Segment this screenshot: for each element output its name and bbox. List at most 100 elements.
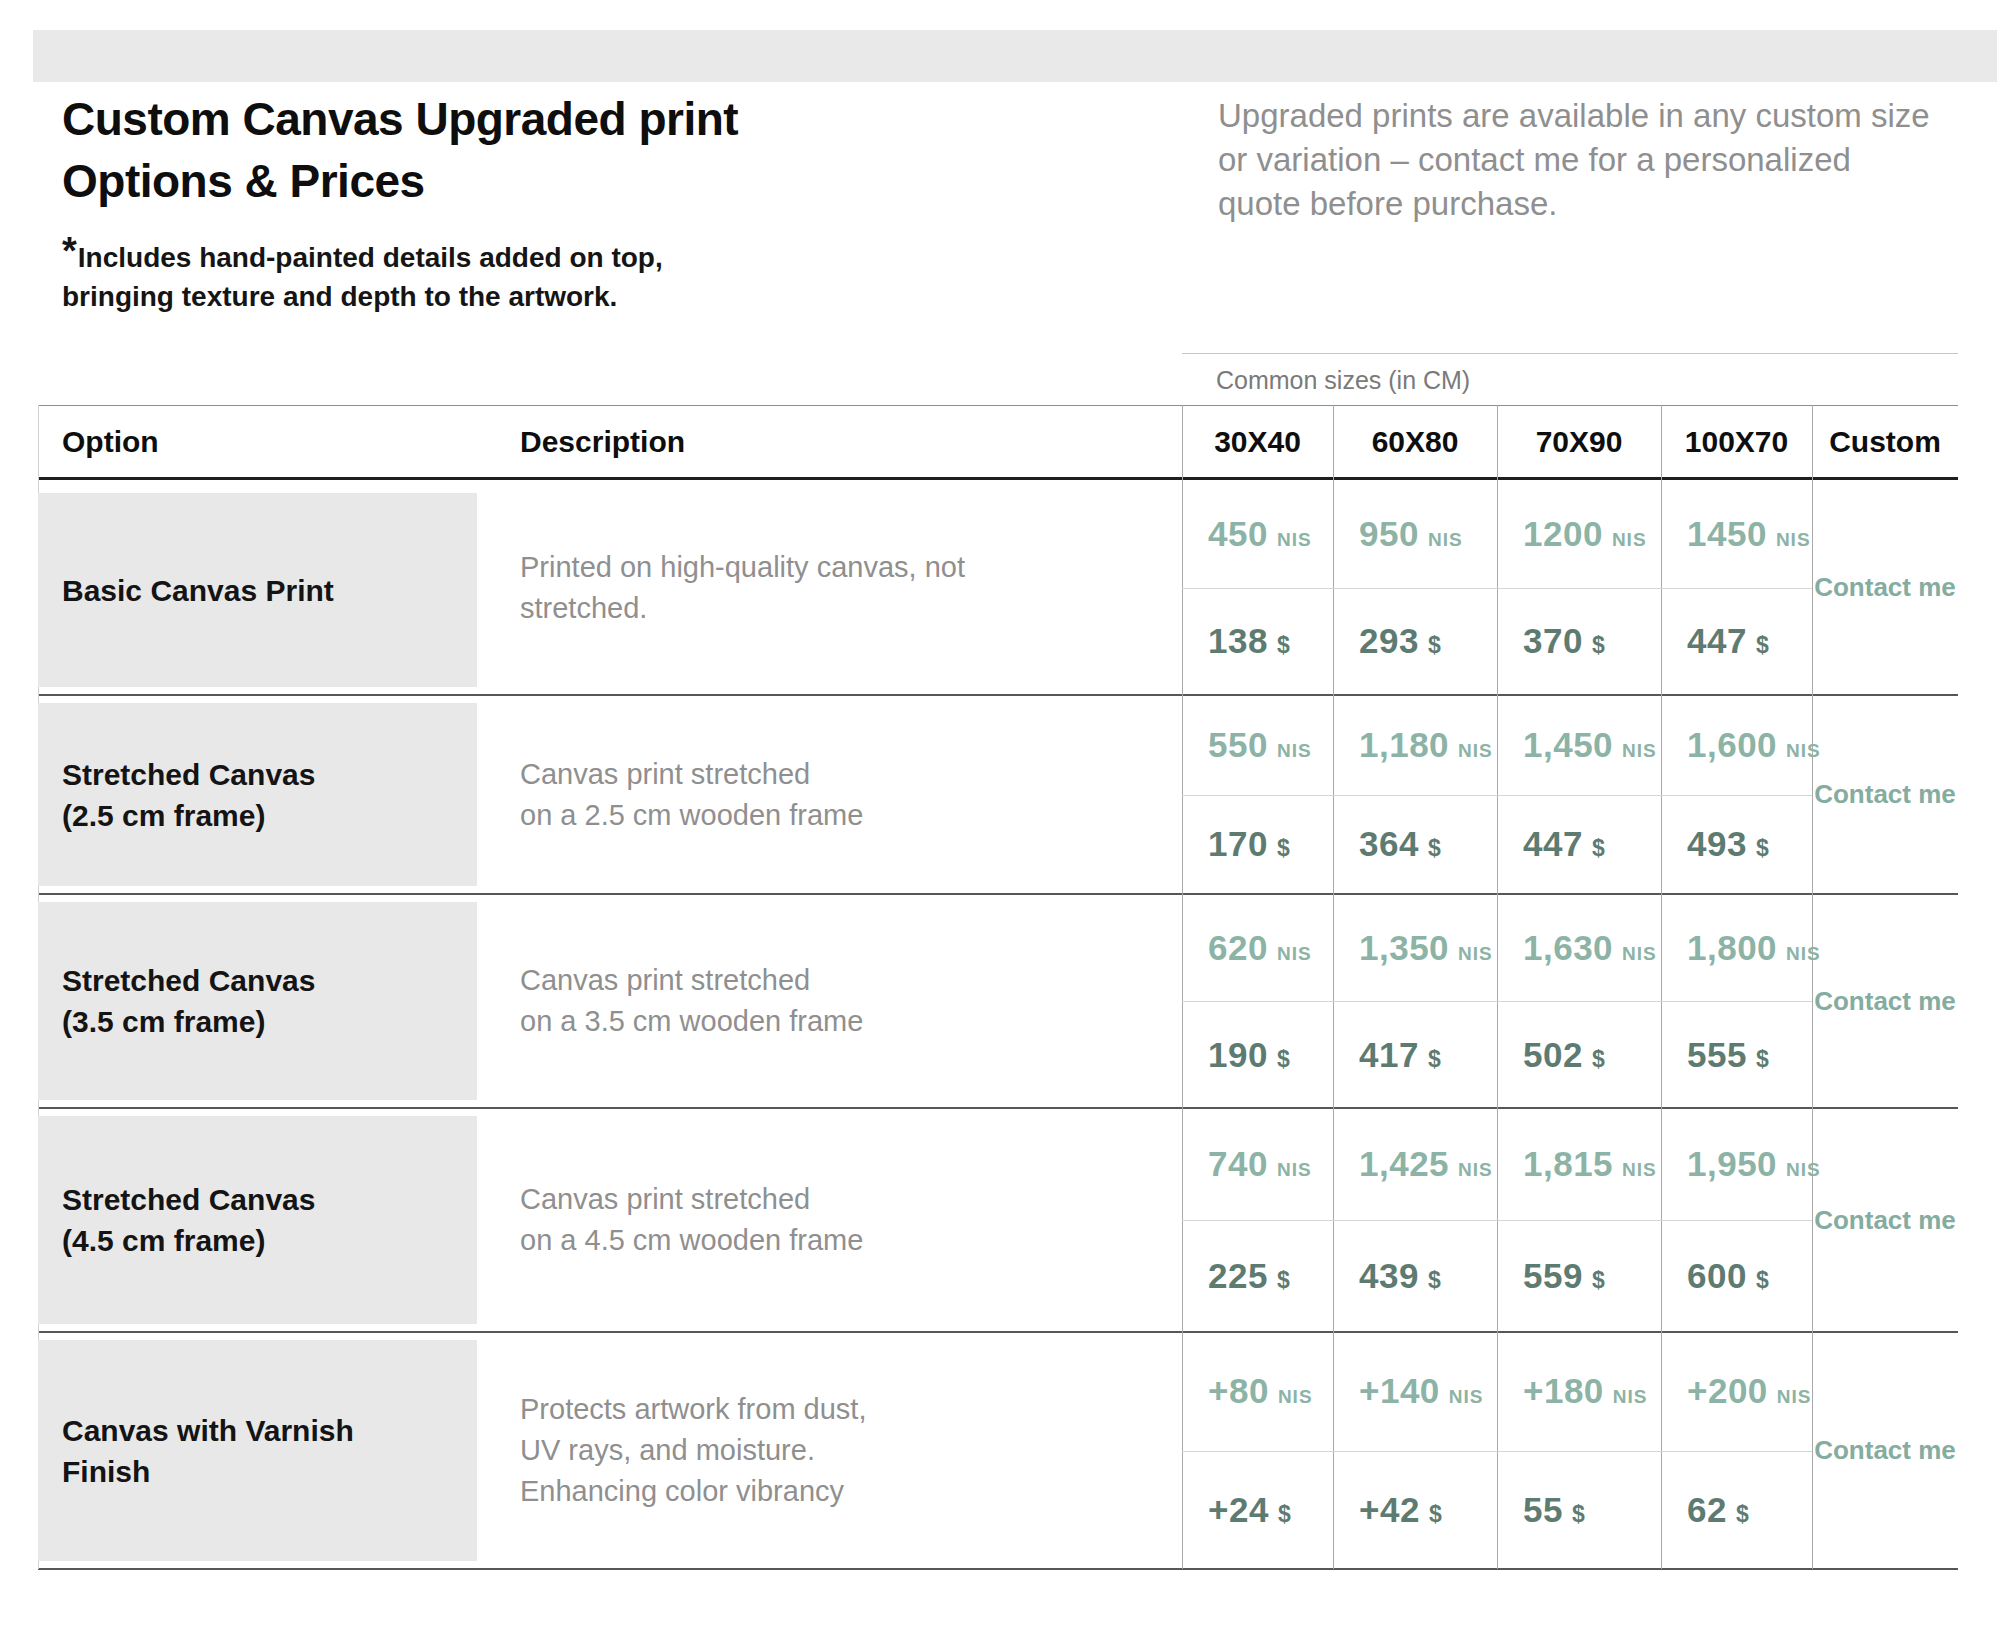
price-usd-60x80: 293$ [1333,588,1497,696]
description-column-header: Description [520,405,685,478]
page-title: Custom Canvas Upgraded print Options & P… [62,88,738,212]
price-usd-70x90: 502$ [1497,1001,1661,1108]
price-nis-100x70: 1,800NIS [1661,894,1812,1001]
price-usd-100x70: 600$ [1661,1220,1812,1332]
nis-currency-label: NIS [1458,1159,1493,1181]
price-nis-60x80: +140NIS [1333,1332,1497,1451]
nis-currency-label: NIS [1613,1386,1648,1408]
usd-currency-label: $ [1277,632,1290,659]
size-column-header-60x80: 60X80 [1333,405,1497,478]
price-nis-70x90: 1,815NIS [1497,1108,1661,1220]
usd-currency-label: $ [1592,1267,1605,1294]
contact-me-link[interactable]: Contact me [1814,1205,1956,1236]
usd-currency-label: $ [1756,1267,1769,1294]
option-column-header: Option [62,405,159,478]
price-usd-100x70: 493$ [1661,795,1812,895]
price-split-rule [1182,795,1812,796]
nis-currency-label: NIS [1278,1386,1313,1408]
nis-currency-label: NIS [1449,1386,1484,1408]
price-usd-70x90: 55$ [1497,1451,1661,1570]
price-usd-100x70: 62$ [1661,1451,1812,1570]
contact-me-link[interactable]: Contact me [1814,572,1956,603]
usd-currency-label: $ [1429,1501,1442,1528]
price-usd-60x80: 439$ [1333,1220,1497,1332]
usd-currency-label: $ [1592,632,1605,659]
table-header-row: Option Description 30X40 60X80 70X90 100… [38,405,1958,478]
price-split-rule [1182,1451,1812,1452]
usd-currency-label: $ [1736,1501,1749,1528]
usd-currency-label: $ [1277,835,1290,862]
contact-me-link[interactable]: Contact me [1814,1435,1956,1466]
note-line1: Includes hand-painted details added on t… [78,242,663,273]
nis-currency-label: NIS [1428,529,1463,551]
price-split-rule [1182,588,1812,589]
contact-me-link[interactable]: Contact me [1814,986,1956,1017]
price-nis-60x80: 950NIS [1333,480,1497,588]
price-nis-100x70: +200NIS [1661,1332,1812,1451]
intro-line1: Upgraded prints are available in any cus… [1218,94,1930,138]
usd-currency-label: $ [1592,835,1605,862]
usd-currency-label: $ [1428,1267,1441,1294]
price-nis-30x40: 620NIS [1182,894,1333,1001]
table-row-stretched-4-5: Stretched Canvas (4.5 cm frame) Canvas p… [38,1108,1958,1332]
price-nis-30x40: +80NIS [1182,1332,1333,1451]
nis-currency-label: NIS [1612,529,1647,551]
page-title-line1: Custom Canvas Upgraded print [62,88,738,150]
price-usd-30x40: +24$ [1182,1451,1333,1570]
usd-currency-label: $ [1278,1501,1291,1528]
price-usd-60x80: +42$ [1333,1451,1497,1570]
sizes-caption: Common sizes (in CM) [1216,366,1470,395]
intro-line3: quote before purchase. [1218,182,1930,226]
asterisk-mark: * [62,230,77,272]
top-accent-bar [33,30,1997,82]
usd-currency-label: $ [1756,1046,1769,1073]
usd-currency-label: $ [1428,1046,1441,1073]
price-nis-60x80: 1,425NIS [1333,1108,1497,1220]
contact-me-cell: Contact me [1812,480,1958,695]
price-nis-60x80: 1,180NIS [1333,695,1497,795]
nis-currency-label: NIS [1277,529,1312,551]
price-nis-30x40: 450NIS [1182,480,1333,588]
price-usd-70x90: 370$ [1497,588,1661,696]
price-nis-100x70: 1,600NIS [1661,695,1812,795]
nis-currency-label: NIS [1622,1159,1657,1181]
contact-me-cell: Contact me [1812,894,1958,1108]
usd-currency-label: $ [1756,632,1769,659]
price-nis-70x90: 1200NIS [1497,480,1661,588]
price-usd-60x80: 364$ [1333,795,1497,895]
price-nis-70x90: 1,450NIS [1497,695,1661,795]
price-split-rule [1182,1220,1812,1221]
option-cell: Canvas with Varnish Finish [38,1340,477,1561]
pricing-sheet: Custom Canvas Upgraded print Options & P… [0,0,2010,1628]
size-column-header-70x90: 70X90 [1497,405,1661,478]
price-usd-30x40: 138$ [1182,588,1333,696]
nis-currency-label: NIS [1458,740,1493,762]
table-row-basic-canvas: Basic Canvas Print Printed on high-quali… [38,480,1958,695]
table-row-stretched-3-5: Stretched Canvas (3.5 cm frame) Canvas p… [38,894,1958,1108]
nis-currency-label: NIS [1458,943,1493,965]
hand-painted-note: *Includes hand-painted details added on … [62,238,663,316]
description-cell: Printed on high-quality canvas, not stre… [477,480,1182,695]
usd-currency-label: $ [1277,1046,1290,1073]
table-row-varnish-finish: Canvas with Varnish Finish Protects artw… [38,1332,1958,1569]
description-cell: Canvas print stretched on a 2.5 cm woode… [477,695,1182,894]
price-usd-30x40: 225$ [1182,1220,1333,1332]
custom-quote-intro: Upgraded prints are available in any cus… [1218,94,1930,226]
price-usd-100x70: 447$ [1661,588,1812,696]
usd-currency-label: $ [1428,632,1441,659]
sizes-caption-rule [1182,353,1958,354]
description-cell: Protects artwork from dust, UV rays, and… [477,1332,1182,1569]
description-cell: Canvas print stretched on a 4.5 cm woode… [477,1108,1182,1332]
size-column-header-30x40: 30X40 [1182,405,1333,478]
price-nis-30x40: 550NIS [1182,695,1333,795]
price-nis-60x80: 1,350NIS [1333,894,1497,1001]
nis-currency-label: NIS [1776,529,1811,551]
price-usd-70x90: 447$ [1497,795,1661,895]
usd-currency-label: $ [1592,1046,1605,1073]
nis-currency-label: NIS [1277,943,1312,965]
price-nis-100x70: 1450NIS [1661,480,1812,588]
contact-me-cell: Contact me [1812,695,1958,894]
option-cell: Stretched Canvas (2.5 cm frame) [38,703,477,886]
price-nis-100x70: 1,950NIS [1661,1108,1812,1220]
contact-me-link[interactable]: Contact me [1814,779,1956,810]
